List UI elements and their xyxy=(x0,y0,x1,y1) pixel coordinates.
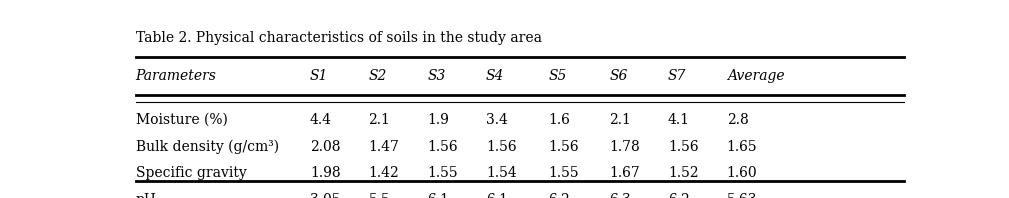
Text: 6.1: 6.1 xyxy=(427,193,449,198)
Text: 1.47: 1.47 xyxy=(368,140,400,154)
Text: S2: S2 xyxy=(368,69,386,84)
Text: 1.56: 1.56 xyxy=(486,140,517,154)
Text: 6.1: 6.1 xyxy=(486,193,508,198)
Text: 1.98: 1.98 xyxy=(310,166,340,180)
Text: 5.63: 5.63 xyxy=(726,193,757,198)
Text: 1.56: 1.56 xyxy=(427,140,458,154)
Text: Average: Average xyxy=(726,69,784,84)
Text: 2.08: 2.08 xyxy=(310,140,340,154)
Text: 1.6: 1.6 xyxy=(549,113,570,127)
Text: S7: S7 xyxy=(668,69,686,84)
Text: 1.78: 1.78 xyxy=(609,140,640,154)
Text: 1.65: 1.65 xyxy=(726,140,758,154)
Text: 4.4: 4.4 xyxy=(310,113,332,127)
Text: 1.60: 1.60 xyxy=(726,166,758,180)
Text: 6.3: 6.3 xyxy=(609,193,632,198)
Text: 1.54: 1.54 xyxy=(486,166,517,180)
Text: S1: S1 xyxy=(310,69,328,84)
Text: S4: S4 xyxy=(486,69,504,84)
Text: 1.42: 1.42 xyxy=(368,166,400,180)
Text: 2.1: 2.1 xyxy=(609,113,632,127)
Text: 6.2: 6.2 xyxy=(668,193,690,198)
Text: Moisture (%): Moisture (%) xyxy=(135,113,227,127)
Text: 3.4: 3.4 xyxy=(486,113,508,127)
Text: 1.55: 1.55 xyxy=(427,166,458,180)
Text: 2.1: 2.1 xyxy=(368,113,390,127)
Text: Parameters: Parameters xyxy=(135,69,216,84)
Text: 4.1: 4.1 xyxy=(668,113,690,127)
Text: 1.9: 1.9 xyxy=(427,113,449,127)
Text: S5: S5 xyxy=(549,69,567,84)
Text: 1.56: 1.56 xyxy=(549,140,579,154)
Text: S3: S3 xyxy=(427,69,446,84)
Text: 1.52: 1.52 xyxy=(668,166,698,180)
Text: 5.5: 5.5 xyxy=(368,193,390,198)
Text: pH: pH xyxy=(135,193,156,198)
Text: 1.55: 1.55 xyxy=(549,166,579,180)
Text: 1.67: 1.67 xyxy=(609,166,640,180)
Text: 3.05: 3.05 xyxy=(310,193,340,198)
Text: 1.56: 1.56 xyxy=(668,140,698,154)
Text: 2.8: 2.8 xyxy=(726,113,749,127)
Text: 6.2: 6.2 xyxy=(549,193,570,198)
Text: Specific gravity: Specific gravity xyxy=(135,166,246,180)
Text: Table 2. Physical characteristics of soils in the study area: Table 2. Physical characteristics of soi… xyxy=(135,31,542,45)
Text: S6: S6 xyxy=(609,69,628,84)
Text: Bulk density (g/cm³): Bulk density (g/cm³) xyxy=(135,140,278,154)
